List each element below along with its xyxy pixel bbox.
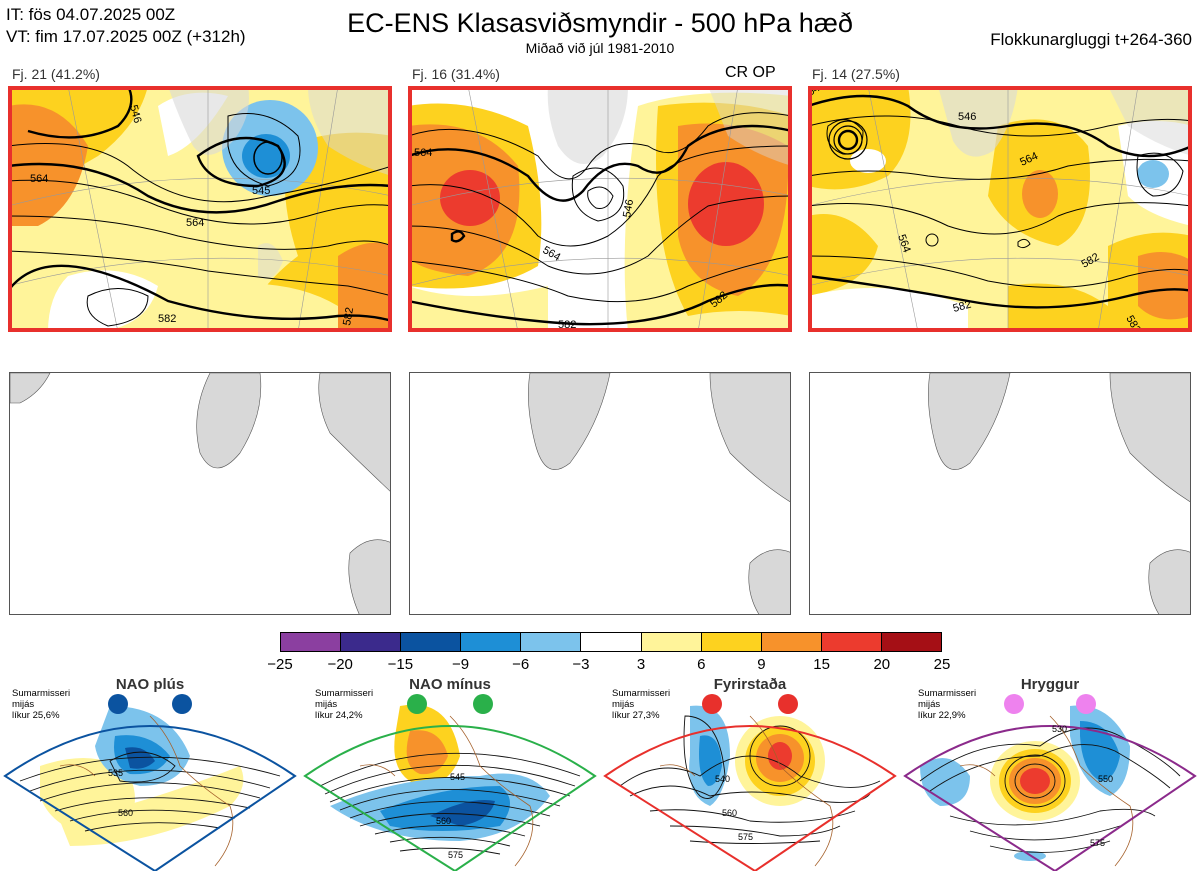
regime-contour-label: 560 [722,808,737,818]
cluster-3-map[interactable]: 546 546 564 564 582 582 582 [808,86,1192,332]
contour-label: 564 [414,147,432,159]
contour-label: 545 [252,185,270,197]
regime-dot [778,694,798,714]
cluster-2-label: Fj. 16 (31.4%) [412,66,500,82]
contour-label: 582 [158,313,176,325]
empty-map-3[interactable] [809,372,1191,615]
regime-dot [473,694,493,714]
colorbar-tick-label: −9 [451,656,470,673]
anomaly-colorbar [280,632,942,652]
contour-label: 564 [30,173,48,185]
contour-label: 546 [621,198,636,218]
regime-title: Fyrirstaða [713,676,787,693]
contour-label: 546 [958,111,976,123]
colorbar-swatch [580,633,641,651]
colorbar-swatch [281,633,341,651]
contour-label: 582 [341,306,356,326]
colorbar-tick-label: 20 [873,656,891,673]
colorbar-swatch [760,633,821,651]
colorbar-swatch [520,633,581,651]
regime-info: Sumarmisseri mijás líkur 25,6% [12,688,71,721]
cluster-2-map[interactable]: 564 546 564 582 582 [408,86,792,332]
cluster-1-map[interactable]: 546 564 545 564 582 582 [8,86,392,332]
regime-title: NAO plús [115,676,185,693]
initial-time: IT: fös 04.07.2025 00Z [6,5,176,24]
regime-ridge[interactable]: 530 550 575 [900,676,1200,871]
colorbar-tick-label: −3 [572,656,590,673]
regime-dot [108,694,128,714]
regime-contour-label: 560 [118,808,133,818]
regime-info: Sumarmisseri mijás líkur 27,3% [612,688,671,721]
colorbar-swatch [640,633,701,651]
regime-nao-plus[interactable]: 535 560 [0,676,300,871]
regime-dot [702,694,722,714]
colorbar-swatch [820,633,881,651]
regime-contour-label: 545 [450,772,465,782]
climate-reference: Miðað við júl 1981-2010 [525,40,675,56]
regime-title: Hryggur [1020,676,1080,693]
regime-contour-label: 575 [448,850,463,860]
valid-time: VT: fim 17.07.2025 00Z (+312h) [6,27,246,46]
colorbar-tick-label: −20 [327,656,353,673]
regime-contour-label: 575 [738,832,753,842]
colorbar-tick-label: 3 [636,656,646,673]
classification-window: Flokkunargluggi t+264-360 [990,30,1192,49]
contour-label: 564 [895,233,913,254]
regime-dot [1004,694,1024,714]
colorbar-swatch [880,633,942,651]
colorbar-tick-label: 25 [933,656,951,673]
colorbar-tick-label: 15 [813,656,830,673]
contour-label: 582 [952,299,973,315]
regime-contour-label: 575 [1090,838,1105,848]
contour-label: 564 [186,217,204,229]
cluster-3-label: Fj. 14 (27.5%) [812,66,900,82]
colorbar-tick-label: −25 [267,656,293,673]
regime-title: NAO mínus [409,676,491,693]
contour-label: 582 [558,319,576,331]
regime-contour-label: 535 [108,768,123,778]
regime-info: Sumarmisseri mijás líkur 22,9% [918,688,977,721]
colorbar-swatch [460,633,521,651]
colorbar-tick-label: −15 [387,656,414,673]
page-title: EC-ENS Klasasviðsmyndir - 500 hPa hæð [347,8,853,38]
colorbar-swatch [400,633,461,651]
regime-nao-minus[interactable]: 545 560 575 [300,676,600,871]
regime-contour-label: 550 [1098,774,1113,784]
regime-contour-label: 530 [1052,724,1067,734]
regime-info: Sumarmisseri mijás líkur 24,2% [315,688,374,721]
regime-dot [172,694,192,714]
empty-map-1[interactable] [9,372,391,615]
colorbar-tick-label: 6 [697,656,706,673]
regime-contour-label: 540 [715,774,730,784]
colorbar-tick-label: −6 [512,656,530,673]
regime-blocking[interactable]: 540 560 575 [600,676,900,871]
contour-label: 546 [127,104,143,125]
header-times: IT: fös 04.07.2025 00Z VT: fim 17.07.202… [6,4,246,48]
cluster-1-label: Fj. 21 (41.2%) [12,66,100,82]
colorbar-tick-label: 9 [757,656,766,673]
regime-dot [407,694,427,714]
colorbar-swatch [340,633,401,651]
empty-map-2[interactable] [409,372,791,615]
colorbar-swatch [700,633,761,651]
regime-contour-label: 560 [436,816,451,826]
regime-dot [1076,694,1096,714]
cluster-2-badge: CR OP [725,64,776,81]
